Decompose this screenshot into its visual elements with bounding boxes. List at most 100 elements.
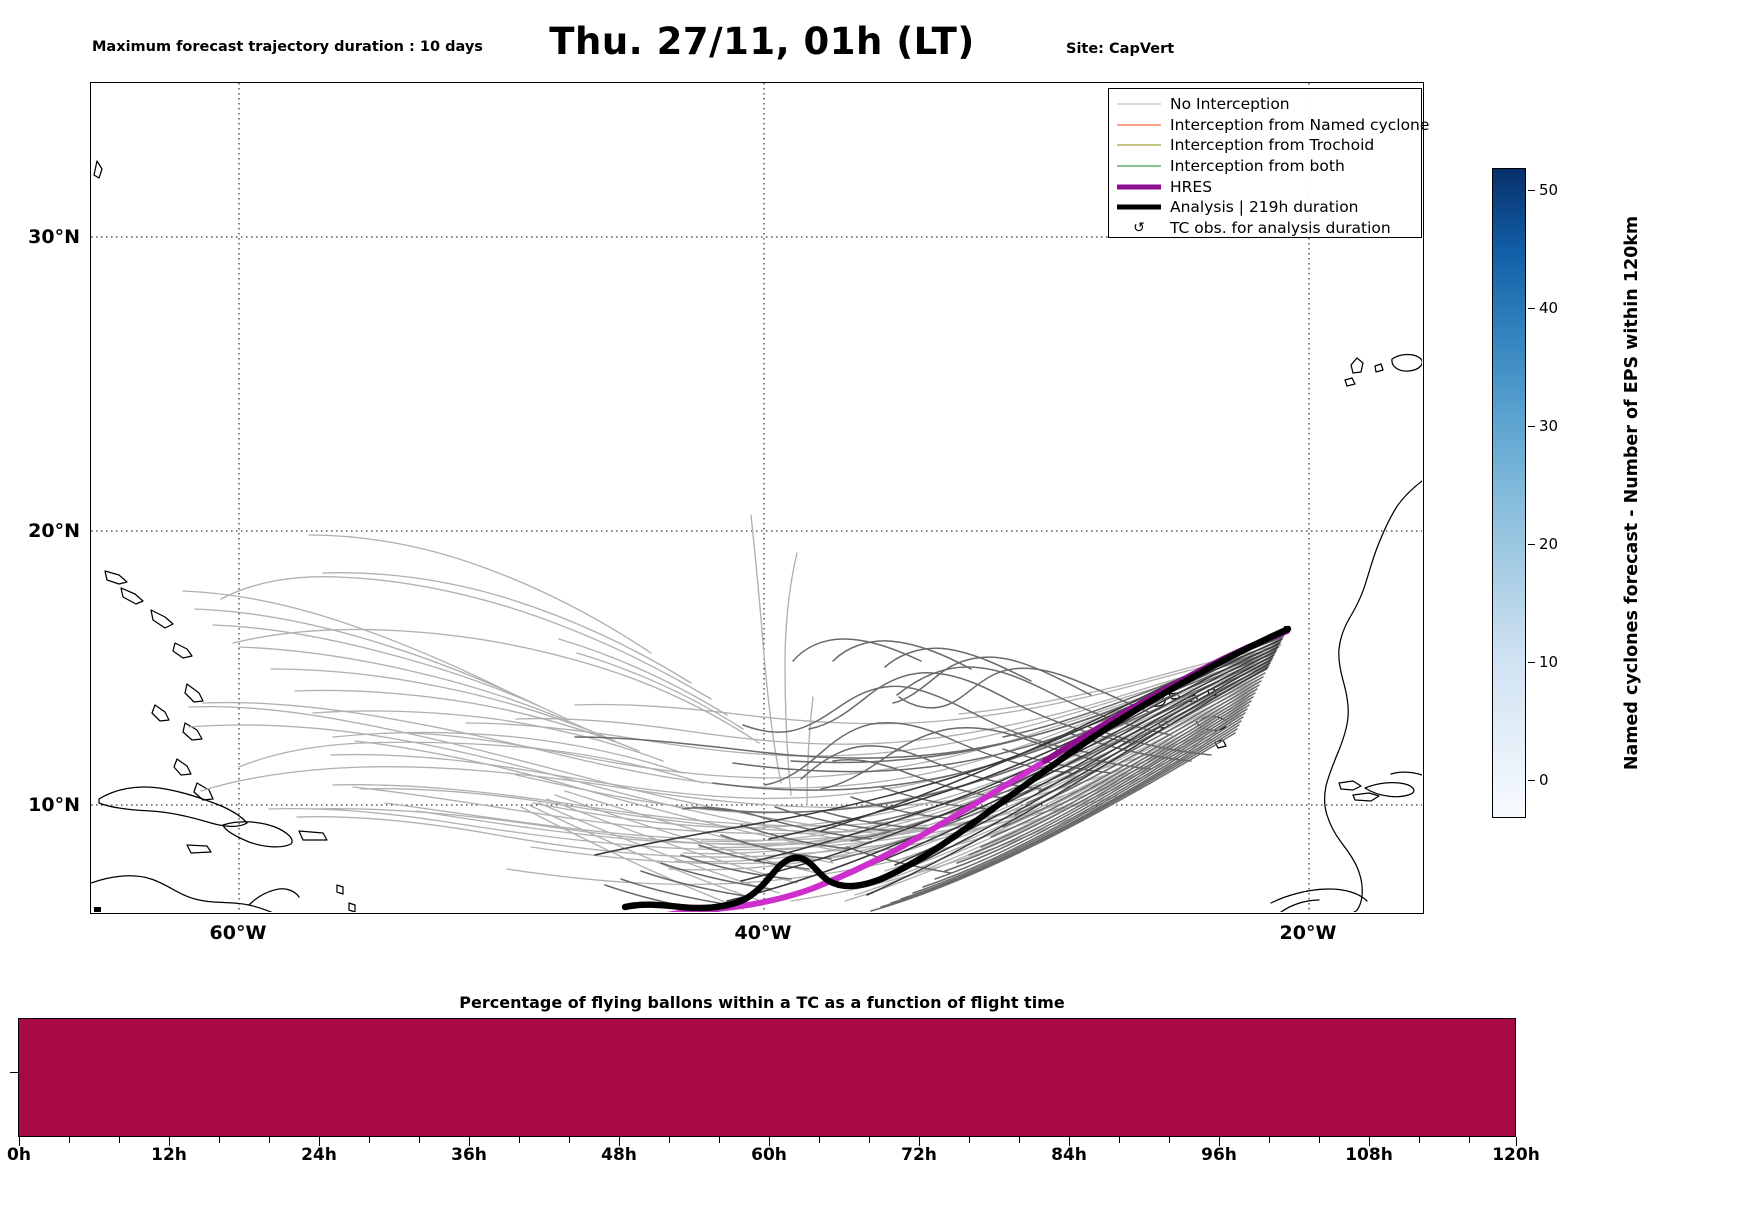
legend-item-tc-obs[interactable]: ↺ TC obs. for analysis duration	[1117, 218, 1413, 239]
bottom-tickmark-m10	[719, 1137, 720, 1143]
bottom-tickmark-m14	[1019, 1137, 1020, 1143]
legend-label-0: No Interception	[1170, 95, 1290, 114]
bottom-xtick-24: 24h	[301, 1145, 337, 1165]
map-legend[interactable]: No Interception Interception from Named …	[1108, 88, 1429, 239]
bottom-tickmark-84	[1069, 1137, 1070, 1146]
bottom-tickmark-m11	[819, 1137, 820, 1143]
colorbar-tick-label-10: 10	[1539, 653, 1559, 671]
legend-line-icon-analysis	[1117, 200, 1161, 214]
legend-item-no-interception[interactable]: No Interception	[1117, 94, 1413, 115]
header-left-line-0: Maximum forecast trajectory duration : 1…	[92, 38, 483, 55]
bottom-left-axis-tick	[10, 1072, 18, 1073]
tc-obs-icon: ↺	[1133, 219, 1145, 236]
tc-obs-marker-2	[94, 907, 101, 912]
colorbar-tick-10: 10	[1528, 653, 1558, 671]
bottom-tickmark-36	[469, 1137, 470, 1146]
colorbar-gradient	[1493, 169, 1525, 817]
bottom-tickmark-60	[769, 1137, 770, 1146]
bottom-xtick-84: 84h	[1051, 1145, 1087, 1165]
map-ytick-10N: 10°N	[28, 794, 80, 816]
bottom-tickmark-m18	[1319, 1137, 1320, 1143]
bottom-tickmark-m9	[669, 1137, 670, 1143]
bottom-tickmark-m1	[69, 1137, 70, 1143]
bottom-tickmark-m4	[269, 1137, 270, 1143]
bottom-tickmark-m13	[969, 1137, 970, 1143]
legend-label-2: Interception from Trochoid	[1170, 136, 1375, 155]
bottom-tickmark-m12	[869, 1137, 870, 1143]
legend-item-trochoid[interactable]: Interception from Trochoid	[1117, 135, 1413, 156]
bottom-xtick-96: 96h	[1201, 1145, 1237, 1165]
colorbar-tick-label-50: 50	[1539, 181, 1559, 199]
bottom-tickmark-m6	[419, 1137, 420, 1143]
bottom-tickmark-12	[169, 1137, 170, 1146]
map-ytick-20N: 20°N	[28, 520, 80, 542]
tc-obs-marker	[1284, 626, 1290, 632]
bottom-tickmark-24	[319, 1137, 320, 1146]
bottom-tickmark-m16	[1169, 1137, 1170, 1143]
map-gridlines	[91, 83, 1422, 912]
bottom-tickmark-120	[1516, 1137, 1517, 1146]
bottom-xtick-72: 72h	[901, 1145, 937, 1165]
bottom-xtick-0: 0h	[7, 1145, 31, 1165]
analysis-track	[621, 625, 1292, 912]
map-canvas	[91, 83, 1422, 912]
bottom-tickmark-m8	[569, 1137, 570, 1143]
bottom-chart-title: Percentage of flying ballons within a TC…	[459, 993, 1065, 1012]
colorbar-title-wrap: Named cyclones forecast - Number of EPS …	[1610, 168, 1644, 818]
bottom-xtick-60: 60h	[751, 1145, 787, 1165]
legend-line-icon-named-cyclone	[1117, 118, 1161, 132]
legend-label-6: TC obs. for analysis duration	[1170, 218, 1391, 237]
colorbar-tick-label-0: 0	[1539, 771, 1549, 789]
bottom-tickmark-m5	[369, 1137, 370, 1143]
page-title: Thu. 27/11, 01h (LT)	[549, 20, 975, 63]
bottom-xtick-36: 36h	[451, 1145, 487, 1165]
percentage-bar-fill	[19, 1019, 1515, 1136]
colorbar-tick-40: 40	[1528, 299, 1558, 317]
colorbar[interactable]	[1492, 168, 1526, 818]
colorbar-tick-0: 0	[1528, 771, 1549, 789]
colorbar-tick-30: 30	[1528, 417, 1558, 435]
colorbar-title: Named cyclones forecast - Number of EPS …	[1622, 215, 1642, 771]
legend-line-icon-no-interception	[1117, 97, 1161, 111]
bottom-tickmark-m15	[1119, 1137, 1120, 1143]
legend-label-4: HRES	[1170, 177, 1213, 196]
bottom-tickmark-72	[919, 1137, 920, 1146]
map-xtick-40W: 40°W	[734, 922, 792, 944]
coastlines	[91, 160, 1422, 912]
bottom-xtick-12: 12h	[151, 1145, 187, 1165]
colorbar-tick-label-40: 40	[1539, 299, 1559, 317]
map-xtick-60W: 60°W	[209, 922, 267, 944]
bottom-tickmark-108	[1369, 1137, 1370, 1146]
bottom-xtick-120: 120h	[1492, 1145, 1540, 1165]
map-ytick-30N: 30°N	[28, 226, 80, 248]
colorbar-tick-label-20: 20	[1539, 535, 1559, 553]
bottom-tickmark-m7	[519, 1137, 520, 1143]
legend-label-5: Analysis | 219h duration	[1170, 198, 1359, 217]
bottom-xtick-48: 48h	[601, 1145, 637, 1165]
legend-line-icon-trochoid	[1117, 138, 1161, 152]
bottom-tickmark-0	[19, 1137, 20, 1146]
legend-item-both[interactable]: Interception from both	[1117, 156, 1413, 177]
legend-item-named-cyclone[interactable]: Interception from Named cyclone	[1117, 115, 1429, 136]
colorbar-tick-label-30: 30	[1539, 417, 1559, 435]
bottom-tickmark-m3	[219, 1137, 220, 1143]
trajectories-dense	[574, 636, 1284, 912]
percentage-bar-panel[interactable]	[18, 1018, 1516, 1137]
bottom-tickmark-96	[1219, 1137, 1220, 1146]
bottom-tickmark-m20	[1469, 1137, 1470, 1143]
map-xtick-20W: 20°W	[1279, 922, 1337, 944]
header-right-line-0: Site: CapVert	[1066, 40, 1175, 57]
legend-line-icon-hres	[1117, 180, 1161, 194]
bottom-tickmark-m19	[1419, 1137, 1420, 1143]
legend-label-3: Interception from both	[1170, 157, 1345, 176]
bottom-xtick-108: 108h	[1345, 1145, 1393, 1165]
bottom-tickmark-m17	[1269, 1137, 1270, 1143]
colorbar-tick-20: 20	[1528, 535, 1558, 553]
legend-line-icon-both	[1117, 159, 1161, 173]
bottom-tickmark-48	[619, 1137, 620, 1146]
legend-item-hres[interactable]: HRES	[1117, 176, 1413, 197]
bottom-tickmark-m2	[119, 1137, 120, 1143]
legend-item-analysis[interactable]: Analysis | 219h duration	[1117, 197, 1413, 218]
colorbar-tick-50: 50	[1528, 181, 1558, 199]
legend-label-1: Interception from Named cyclone	[1170, 115, 1430, 134]
